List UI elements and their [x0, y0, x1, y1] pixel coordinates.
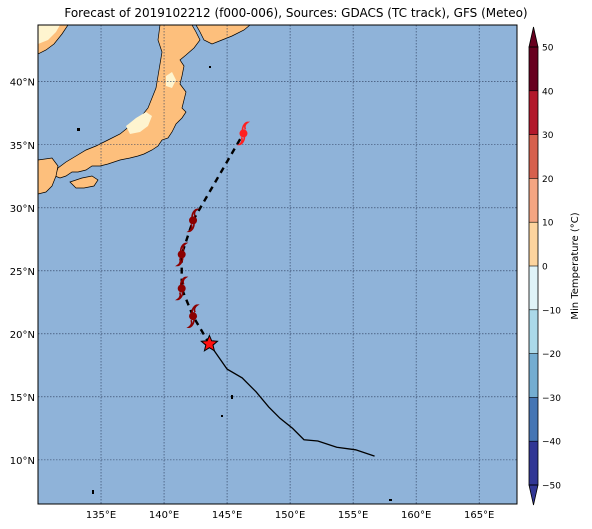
colorbar-top-arrow [528, 26, 539, 48]
colorbar-tick-label: 20 [542, 175, 554, 185]
colorbar-band [529, 90, 538, 136]
land-shikoku [69, 175, 99, 189]
land-cold-region [38, 25, 60, 44]
colorbar-label: Min Temperature (°C) [570, 212, 581, 319]
map-frame [37, 24, 518, 505]
lat-lon-grid [38, 25, 517, 504]
colorbar-tick-label: −50 [542, 482, 561, 492]
lon-tick-label: 155°E [338, 510, 368, 521]
cyclone-icon [236, 121, 251, 146]
lon-tick-label: 160°E [401, 510, 431, 521]
land-hokkaido [195, 25, 251, 45]
colorbar-tick-label: 30 [542, 131, 554, 141]
lon-tick-label: 165°E [464, 510, 494, 521]
longitude-axis-labels: 135°E 140°E 145°E 150°E 155°E 160°E 165°E [86, 510, 495, 521]
colorbar-bottom-arrow [528, 484, 539, 506]
colorbar-band [529, 47, 538, 92]
colorbar-tick-label: −40 [542, 438, 561, 448]
lat-tick-label: 30°N [10, 204, 35, 215]
lat-tick-label: 15°N [10, 393, 35, 404]
colorbar-tick-label: −10 [542, 306, 561, 316]
colorbar-tick-label: 50 [542, 44, 554, 54]
colorbar-band [529, 266, 538, 311]
cyclone-icon [186, 304, 200, 328]
lat-tick-label: 35°N [10, 141, 35, 152]
colorbar-band [529, 441, 538, 486]
land-kyushu [38, 157, 59, 195]
lon-tick-label: 135°E [86, 510, 116, 521]
lon-tick-label: 140°E [149, 510, 179, 521]
colorbar-tick-label: −20 [542, 350, 561, 360]
lat-tick-label: 10°N [10, 456, 35, 467]
colorbar-band [529, 222, 538, 267]
cyclone-icon [175, 242, 189, 267]
past-track-line [208, 343, 375, 457]
temperature-colorbar: 50 40 30 20 10 0 −10 −20 −30 −40 −50 [528, 26, 561, 506]
forecast-track-line [180, 132, 245, 345]
cyclone-icon [186, 208, 200, 233]
colorbar-tick-label: 0 [542, 263, 548, 273]
cyclone-track [175, 121, 375, 457]
current-position-star-icon [200, 334, 219, 352]
lon-tick-label: 150°E [275, 510, 305, 521]
lat-tick-label: 40°N [10, 78, 35, 89]
colorbar-tick-label: 40 [542, 87, 554, 97]
colorbar-band [529, 397, 538, 442]
map-area[interactable] [38, 25, 517, 504]
latitude-axis-labels: 10°N 15°N 20°N 25°N 30°N 35°N 40°N [10, 78, 35, 467]
colorbar-tick-label: 10 [542, 219, 554, 229]
chart-title: Forecast of 2019102212 (f000-006), Sourc… [64, 6, 528, 20]
lat-tick-label: 25°N [10, 267, 35, 278]
small-islands [77, 66, 392, 501]
colorbar-band [529, 178, 538, 223]
lon-tick-label: 145°E [212, 510, 242, 521]
lat-tick-label: 20°N [10, 330, 35, 341]
land-cold-region [166, 72, 176, 88]
colorbar-band [529, 134, 538, 179]
cyclone-icon [175, 276, 189, 301]
ocean-background [38, 25, 517, 504]
colorbar-band [529, 353, 538, 398]
colorbar-tick-label: −30 [542, 394, 561, 404]
landmass-japan [38, 25, 251, 195]
land-cold-region [126, 112, 152, 134]
colorbar-band [529, 309, 538, 355]
